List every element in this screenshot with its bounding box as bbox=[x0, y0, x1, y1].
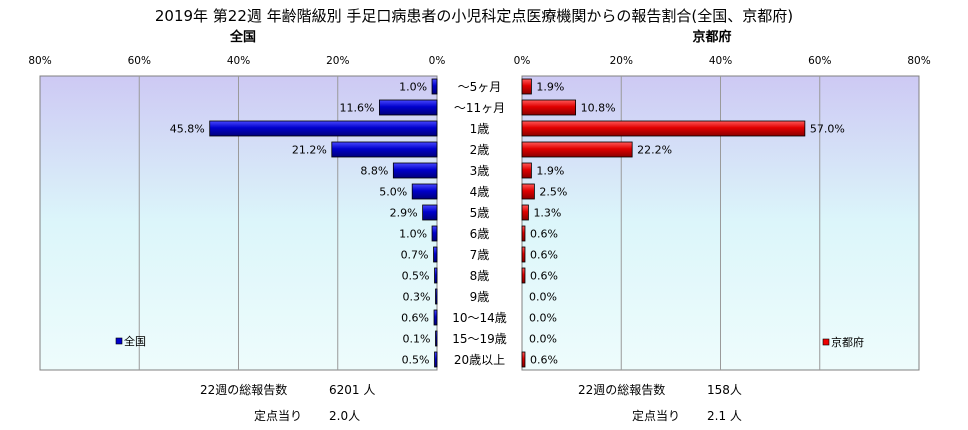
left-bar-value-label: 0.1% bbox=[403, 333, 431, 346]
right-bar-value-label: 0.6% bbox=[530, 228, 558, 241]
left-bar bbox=[431, 225, 438, 242]
right-bar-value-label: 0.6% bbox=[530, 354, 558, 367]
right-bar bbox=[521, 141, 633, 158]
left-bar-value-label: 5.0% bbox=[379, 186, 407, 199]
category-label: 2歳 bbox=[470, 143, 490, 157]
left-bar bbox=[379, 99, 438, 116]
left-axis-tick-label: 0% bbox=[429, 55, 446, 67]
left-bar-value-label: 45.8% bbox=[170, 123, 205, 136]
category-label: 20歳以上 bbox=[454, 353, 505, 367]
left-bar-value-label: 0.3% bbox=[403, 291, 431, 304]
left-bar bbox=[331, 141, 438, 158]
left-bar bbox=[435, 330, 438, 347]
left-footer-per-value: 2.0人 bbox=[329, 409, 360, 423]
category-label: 10～14歳 bbox=[452, 311, 507, 325]
right-bar bbox=[521, 246, 526, 263]
right-axis-tick-label: 0% bbox=[514, 55, 531, 67]
left-bar bbox=[209, 120, 438, 137]
right-bar bbox=[521, 120, 806, 137]
chart-title: 2019年 第22週 年齢階級別 手足口病患者の小児科定点医療機関からの報告割合… bbox=[155, 7, 793, 25]
left-bar-value-label: 1.0% bbox=[399, 81, 427, 94]
left-bar-value-label: 8.8% bbox=[360, 165, 388, 178]
right-axis-tick-label: 40% bbox=[709, 55, 732, 67]
right-bar bbox=[521, 99, 576, 116]
right-footer-per-value: 2.1 人 bbox=[707, 409, 742, 423]
right-bar-value-label: 0.0% bbox=[529, 291, 557, 304]
right-footer-total-label: 22週の総報告数 bbox=[578, 382, 665, 397]
left-bar-value-label: 0.7% bbox=[401, 249, 429, 262]
left-bar-value-label: 1.0% bbox=[399, 228, 427, 241]
right-bar-value-label: 22.2% bbox=[637, 144, 672, 157]
right-bar bbox=[521, 78, 532, 95]
left-legend-swatch bbox=[115, 337, 123, 345]
right-bar-value-label: 0.6% bbox=[530, 249, 558, 262]
right-bar bbox=[521, 351, 526, 368]
right-bar-value-label: 1.9% bbox=[536, 81, 564, 94]
category-label: 5歳 bbox=[470, 206, 490, 220]
category-label: 3歳 bbox=[470, 164, 490, 178]
left-bar-value-label: 0.5% bbox=[402, 354, 430, 367]
right-bar-value-label: 0.0% bbox=[529, 312, 557, 325]
left-bar bbox=[411, 183, 438, 200]
left-footer-total-label: 22週の総報告数 bbox=[200, 382, 287, 397]
right-bar-value-label: 0.0% bbox=[529, 333, 557, 346]
left-bar bbox=[431, 78, 438, 95]
category-label: ～11ヶ月 bbox=[454, 101, 505, 115]
category-label: 6歳 bbox=[470, 227, 490, 241]
left-axis-tick-label: 40% bbox=[227, 55, 250, 67]
left-legend: 全国 bbox=[115, 334, 146, 348]
right-bar-value-label: 2.5% bbox=[539, 186, 567, 199]
left-bar-value-label: 21.2% bbox=[292, 144, 327, 157]
left-bar bbox=[422, 204, 438, 221]
left-bar bbox=[435, 288, 438, 305]
left-bar-value-label: 0.6% bbox=[401, 312, 429, 325]
right-axis-tick-label: 80% bbox=[907, 55, 930, 67]
right-bar bbox=[521, 183, 535, 200]
left-bar bbox=[392, 162, 438, 179]
right-panel-header: 京都府 bbox=[692, 29, 731, 45]
category-label: 8歳 bbox=[470, 269, 490, 283]
right-legend: 京都府 bbox=[822, 335, 864, 349]
left-axis-tick-label: 60% bbox=[128, 55, 151, 67]
right-legend-swatch bbox=[822, 338, 830, 346]
right-bar-value-label: 10.8% bbox=[581, 102, 616, 115]
right-bar bbox=[521, 162, 532, 179]
category-label: 9歳 bbox=[470, 290, 490, 304]
left-bar-value-label: 2.9% bbox=[390, 207, 418, 220]
right-axis-tick-label: 60% bbox=[808, 55, 831, 67]
right-footer-per-label: 定点当り bbox=[632, 408, 680, 423]
left-bar bbox=[434, 267, 438, 284]
left-bar-value-label: 11.6% bbox=[339, 102, 374, 115]
left-bar bbox=[433, 246, 438, 263]
right-axis-tick-label: 20% bbox=[610, 55, 633, 67]
left-legend-label: 全国 bbox=[124, 334, 146, 348]
left-axis-tick-label: 80% bbox=[28, 55, 51, 67]
category-label: 1歳 bbox=[470, 122, 490, 136]
category-label: 4歳 bbox=[470, 185, 490, 199]
right-bar-value-label: 1.3% bbox=[533, 207, 561, 220]
right-bar-value-label: 1.9% bbox=[536, 165, 564, 178]
right-bar bbox=[521, 204, 529, 221]
left-footer-per-label: 定点当り bbox=[254, 408, 302, 423]
right-bar-value-label: 0.6% bbox=[530, 270, 558, 283]
left-bar bbox=[434, 351, 438, 368]
right-bar-value-label: 57.0% bbox=[810, 123, 845, 136]
right-bar bbox=[521, 225, 526, 242]
left-axis-tick-label: 20% bbox=[326, 55, 349, 67]
right-footer-total-value: 158人 bbox=[707, 383, 742, 397]
right-bar bbox=[521, 267, 526, 284]
left-panel-header: 全国 bbox=[229, 29, 256, 45]
left-footer-total-value: 6201 人 bbox=[329, 383, 375, 397]
category-label: 7歳 bbox=[470, 248, 490, 262]
category-label: 15～19歳 bbox=[452, 332, 507, 346]
category-label: ～5ヶ月 bbox=[458, 80, 502, 94]
left-bar bbox=[433, 309, 438, 326]
right-legend-label: 京都府 bbox=[831, 335, 864, 349]
left-bar-value-label: 0.5% bbox=[402, 270, 430, 283]
